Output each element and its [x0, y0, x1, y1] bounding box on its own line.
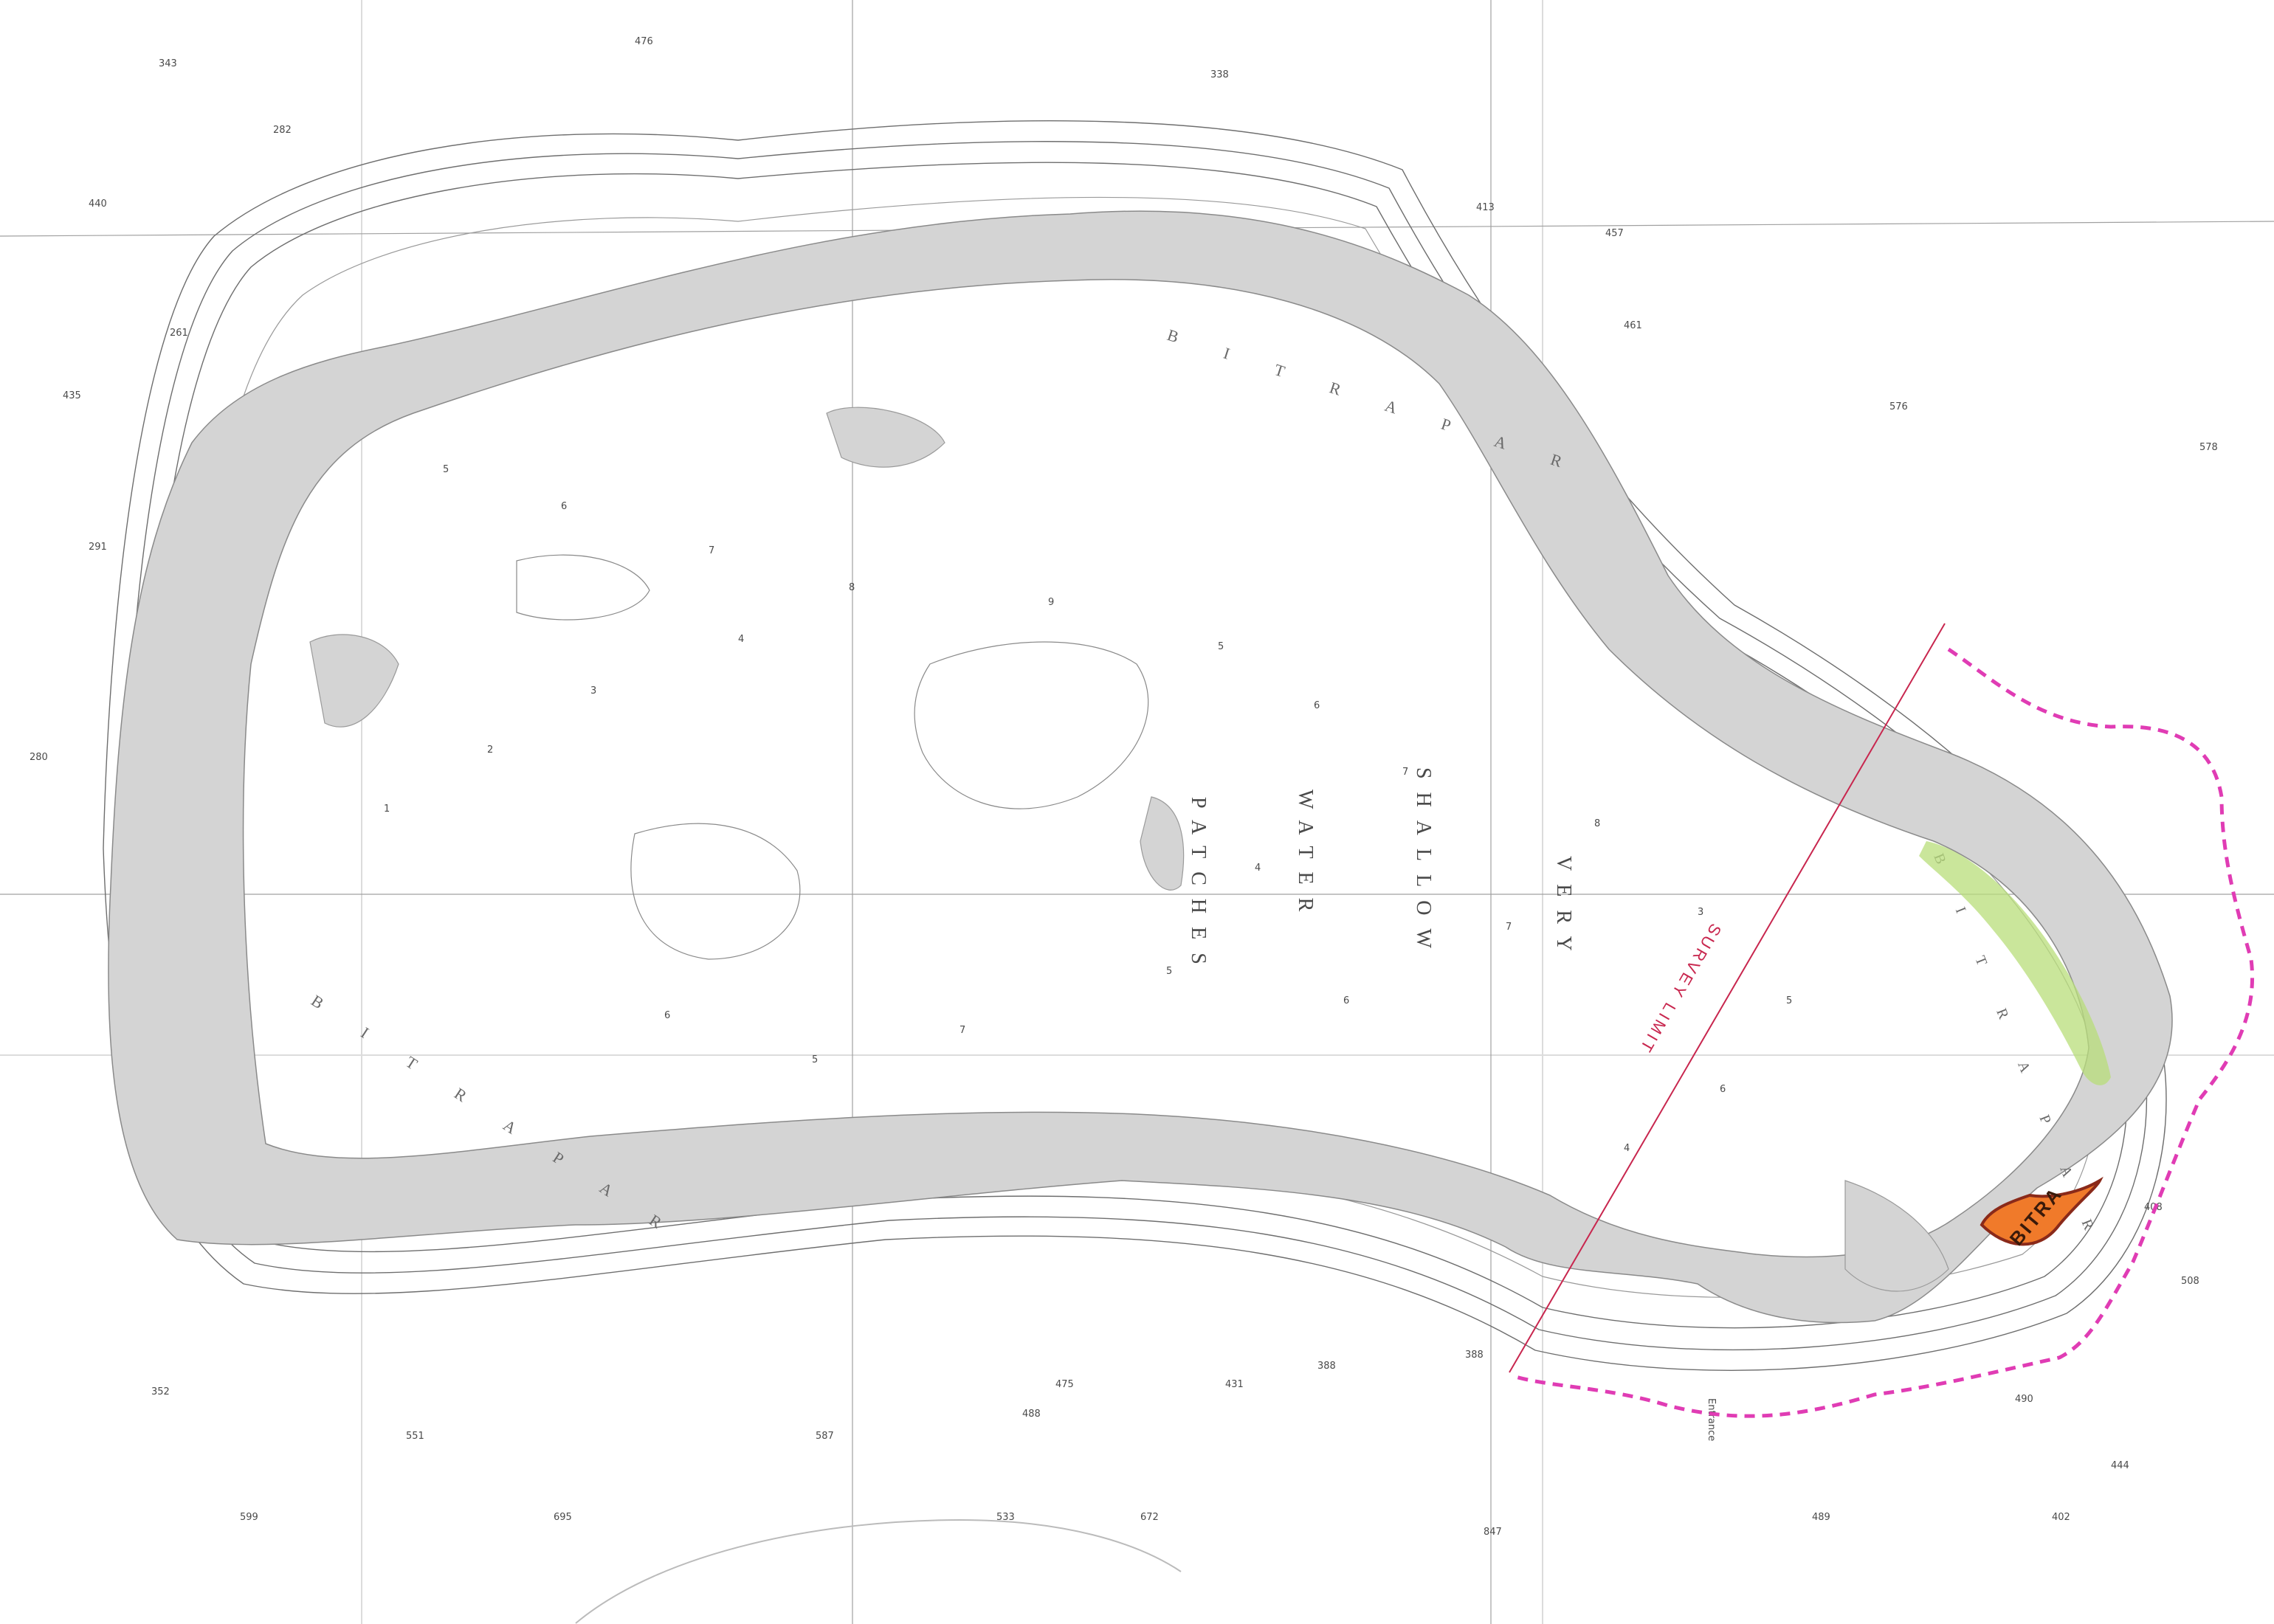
sounding: 551 [406, 1431, 424, 1442]
lagoon-patches [516, 554, 1149, 960]
sounding: 5 [812, 1054, 818, 1065]
sounding: 352 [151, 1386, 170, 1397]
sounding: 2 [487, 744, 493, 756]
sounding: 489 [1812, 1512, 1830, 1523]
highlight-band [1919, 841, 2111, 1085]
sounding: 672 [1140, 1512, 1159, 1523]
label-water: WATER [1294, 789, 1317, 925]
sounding: 488 [1022, 1409, 1041, 1420]
sounding: 6 [664, 1010, 670, 1021]
inner-shoals [309, 407, 1949, 1292]
label-patches: PATCHES [1187, 797, 1210, 978]
label-very: VERY [1552, 856, 1575, 964]
sounding: 4 [1255, 863, 1261, 874]
sounding: 444 [2111, 1460, 2129, 1471]
sounding: 8 [849, 582, 855, 593]
sounding: 413 [1476, 202, 1495, 213]
sounding: 508 [2181, 1276, 2199, 1287]
sounding: 847 [1484, 1527, 1502, 1538]
sounding: 4 [1624, 1143, 1630, 1154]
sounding: 343 [159, 58, 177, 69]
sounding: 280 [30, 752, 48, 763]
sounding: 475 [1055, 1379, 1074, 1390]
sounding: 1 [384, 804, 390, 815]
label-entrance: Entrance [1706, 1398, 1717, 1441]
sounding: 7 [709, 545, 714, 556]
sounding: 7 [1402, 767, 1408, 778]
sounding: 7 [1506, 922, 1512, 933]
sounding: 388 [1465, 1350, 1484, 1361]
shoal-band [108, 210, 2173, 1324]
sounding: 5 [1786, 995, 1792, 1006]
sounding: 5 [1166, 966, 1172, 977]
sounding: 3 [590, 685, 596, 697]
sounding: 5 [443, 464, 449, 475]
label-shallow: SHALLOW [1412, 767, 1435, 961]
sounding: 461 [1624, 320, 1642, 331]
sounding: 338 [1210, 69, 1229, 80]
island-shape [1980, 1176, 2104, 1246]
compass-rose-arc [575, 1518, 1182, 1624]
sounding: 457 [1605, 228, 1624, 239]
dashed-boundary [1512, 647, 2254, 1418]
sounding: 578 [2199, 442, 2218, 453]
sounding: 261 [170, 328, 188, 339]
sounding: 388 [1317, 1361, 1336, 1372]
deep-soundings: 343 476 338 282 440 261 435 291 280 352 … [30, 36, 2218, 1538]
sounding: 402 [2052, 1512, 2070, 1523]
sounding: 3 [1698, 907, 1703, 918]
sounding: 599 [240, 1512, 258, 1523]
sounding: 695 [554, 1512, 572, 1523]
sounding: 9 [1048, 597, 1054, 608]
sounding: 435 [63, 390, 81, 401]
sounding: 6 [561, 501, 567, 512]
sounding: 476 [635, 36, 653, 47]
sounding: 490 [2015, 1394, 2033, 1405]
sounding: 6 [1343, 995, 1349, 1006]
sounding: 431 [1225, 1379, 1244, 1390]
shallow-soundings: 5 6 7 8 4 3 2 1 9 5 6 7 4 5 6 7 8 3 5 6 … [384, 464, 1792, 1154]
sounding: 4 [738, 634, 744, 645]
sounding: 291 [89, 542, 107, 553]
sounding: 7 [959, 1025, 965, 1036]
sounding: 533 [996, 1512, 1015, 1523]
sounding: 5 [1218, 641, 1224, 652]
sounding: 587 [816, 1431, 834, 1442]
sounding: 440 [89, 198, 107, 210]
sounding: 576 [1889, 401, 1908, 412]
sounding: 8 [1594, 818, 1600, 829]
sounding: 6 [1314, 700, 1320, 711]
sounding: 6 [1720, 1084, 1726, 1095]
survey-limit-line [1509, 623, 1946, 1373]
sounding: 282 [273, 125, 292, 136]
